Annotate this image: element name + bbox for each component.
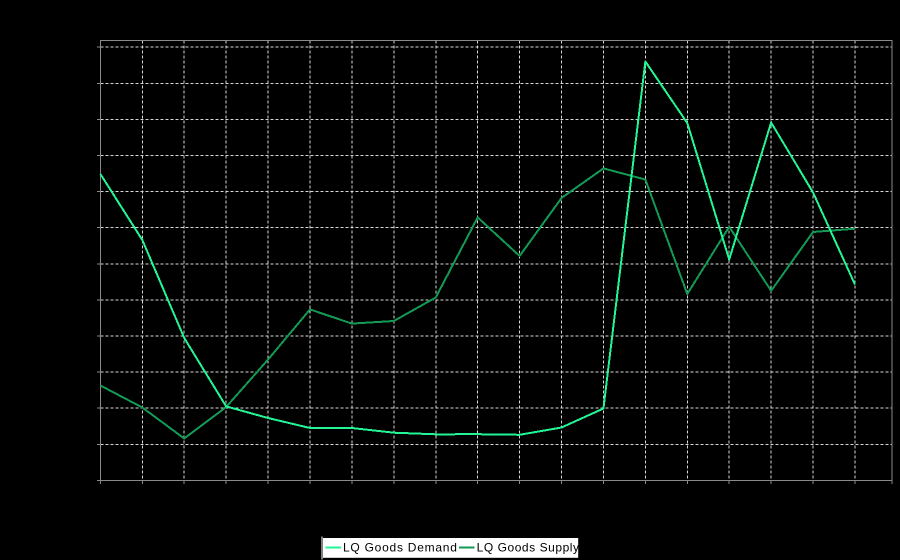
- svg-text:LQ Goods Demand: LQ Goods Demand: [343, 541, 458, 555]
- svg-text:LQ Goods Supply: LQ Goods Supply: [477, 541, 580, 555]
